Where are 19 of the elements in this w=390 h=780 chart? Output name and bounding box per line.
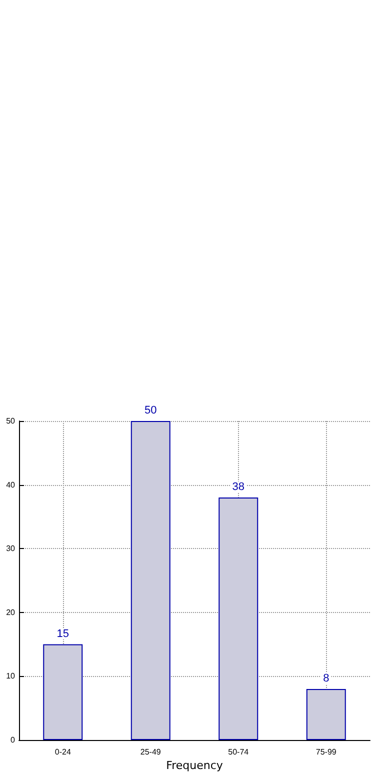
data-label: 50	[144, 404, 157, 416]
bar	[130, 421, 170, 740]
data-label: 15	[56, 628, 69, 640]
data-label: 38	[232, 481, 244, 494]
x-tick-label: 50-74	[228, 748, 250, 756]
y-tick-label: 10	[6, 672, 16, 681]
x-tick-label: 25-49	[140, 748, 162, 756]
bar	[218, 498, 258, 740]
bar	[306, 688, 346, 740]
x-tick-label: 0-24	[54, 748, 72, 756]
y-tick-label: 20	[6, 608, 16, 617]
x-axis-title: Frequency	[166, 759, 224, 772]
y-tick-label: 40	[6, 480, 16, 490]
bar	[43, 644, 83, 740]
y-tick-label: 50	[6, 416, 16, 426]
x-tick-label: 75-99	[316, 748, 337, 756]
y-tick-label: 0	[10, 736, 16, 744]
data-label: 8	[323, 672, 330, 684]
y-tick-label: 30	[6, 544, 16, 554]
